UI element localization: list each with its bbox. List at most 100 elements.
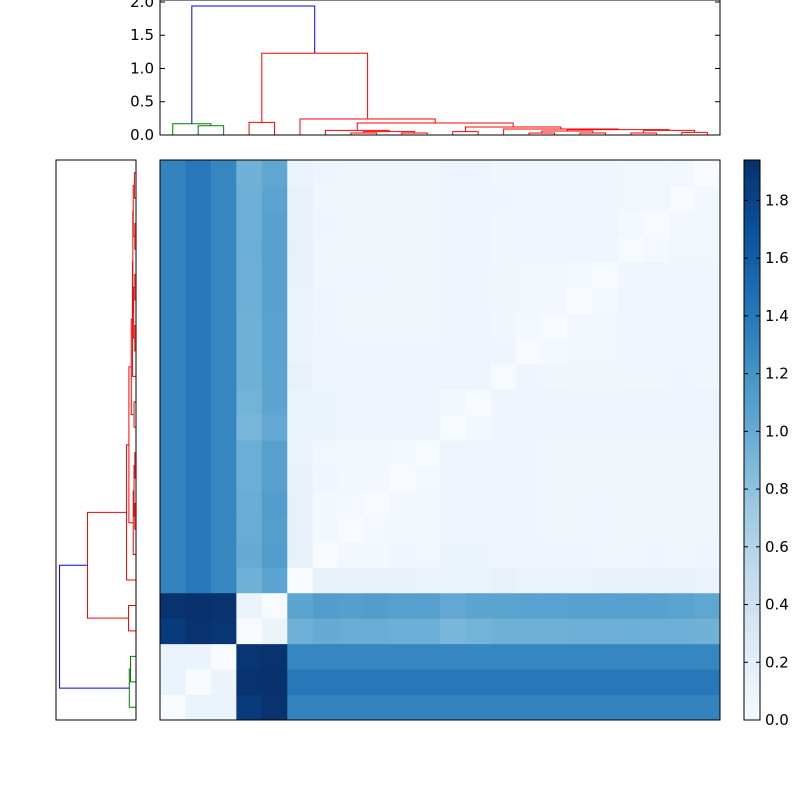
heatmap-cell <box>185 338 212 365</box>
heatmap-cell <box>236 363 263 390</box>
heatmap-cell <box>516 592 543 619</box>
dendrogram-link <box>128 604 136 632</box>
heatmap-cell <box>440 592 466 619</box>
heatmap-cell <box>541 160 568 186</box>
heatmap-cell <box>185 312 212 339</box>
heatmap-cell <box>210 312 237 339</box>
heatmap-cell <box>389 160 416 186</box>
heatmap-cell <box>236 567 263 594</box>
heatmap-cell <box>363 236 390 263</box>
heatmap-cell <box>312 541 339 568</box>
heatmap-cell <box>669 490 696 517</box>
heatmap-cell <box>567 567 594 594</box>
heatmap-cell <box>592 694 619 721</box>
heatmap-cell <box>338 669 365 696</box>
heatmap-cell <box>338 236 365 263</box>
colorbar-tick-label: 0.6 <box>765 538 789 556</box>
heatmap-cell <box>618 490 645 517</box>
heatmap-cell <box>414 414 441 441</box>
y-tick-label: 0.0 <box>130 126 154 144</box>
heatmap-cell <box>287 236 314 263</box>
heatmap-cell <box>236 592 263 619</box>
heatmap-cell <box>516 694 543 721</box>
heatmap-cell <box>490 643 517 670</box>
heatmap-cell <box>338 643 365 670</box>
heatmap-cell <box>516 414 543 441</box>
heatmap-cell <box>669 643 696 670</box>
heatmap-cell <box>541 414 568 441</box>
heatmap-cell <box>363 618 390 645</box>
heatmap-cell <box>440 389 466 416</box>
heatmap-cell <box>516 389 543 416</box>
heatmap-cell <box>185 567 212 594</box>
colorbar-tick-label: 0.4 <box>765 596 789 614</box>
heatmap-cell <box>236 643 263 670</box>
heatmap-cell <box>261 363 288 390</box>
dendrogram-link <box>191 5 316 124</box>
heatmap-cell <box>338 541 365 568</box>
heatmap-cell <box>643 669 670 696</box>
heatmap-cell <box>312 669 339 696</box>
heatmap-cell <box>363 567 390 594</box>
heatmap-cell <box>236 541 263 568</box>
heatmap-cell <box>389 261 416 288</box>
heatmap-cell <box>592 185 619 212</box>
heatmap-cell <box>490 414 517 441</box>
heatmap-cell <box>338 618 365 645</box>
heatmap-cell <box>541 210 568 237</box>
heatmap-cell <box>694 541 721 568</box>
heatmap-cell <box>516 541 543 568</box>
heatmap-cell <box>694 389 721 416</box>
heatmap-cell <box>440 490 466 517</box>
heatmap-cell <box>312 363 339 390</box>
heatmap-cell <box>414 210 441 237</box>
heatmap-cell <box>694 210 721 237</box>
heatmap-cell <box>592 389 619 416</box>
heatmap-cell <box>440 414 466 441</box>
heatmap-cell <box>643 210 670 237</box>
heatmap-cell <box>465 210 492 237</box>
heatmap-cell <box>389 516 416 543</box>
heatmap-cell <box>541 236 568 263</box>
heatmap-cell <box>287 440 314 466</box>
heatmap-cell <box>287 338 314 365</box>
heatmap-cell <box>210 338 237 365</box>
heatmap-cell <box>541 643 568 670</box>
heatmap-cell <box>440 669 466 696</box>
heatmap-cell <box>414 516 441 543</box>
heatmap-cell <box>236 185 263 212</box>
heatmap-cell <box>185 261 212 288</box>
heatmap-cell <box>312 338 339 365</box>
heatmap-cell <box>465 567 492 594</box>
heatmap-cell <box>618 541 645 568</box>
heatmap-cell <box>516 287 543 314</box>
heatmap-cell <box>694 465 721 492</box>
heatmap-cell <box>440 261 466 288</box>
heatmap-cell <box>669 414 696 441</box>
heatmap-cell <box>567 440 594 466</box>
heatmap-frame <box>159 159 721 721</box>
heatmap-cell <box>160 236 186 263</box>
heatmap-cell <box>312 414 339 441</box>
heatmap-cell <box>516 440 543 466</box>
heatmap-cell <box>541 261 568 288</box>
heatmap-cell <box>490 210 517 237</box>
heatmap-cell <box>287 210 314 237</box>
heatmap-cell <box>389 236 416 263</box>
heatmap-cell <box>210 490 237 517</box>
heatmap-cell <box>465 312 492 339</box>
heatmap-cell <box>694 338 721 365</box>
heatmap-cell <box>516 185 543 212</box>
heatmap-cell <box>414 669 441 696</box>
heatmap-cell <box>490 389 517 416</box>
heatmap-cell <box>312 261 339 288</box>
heatmap-cell <box>236 618 263 645</box>
heatmap-cell <box>414 287 441 314</box>
heatmap-cell <box>414 541 441 568</box>
heatmap-cell <box>490 669 517 696</box>
heatmap-cell <box>363 541 390 568</box>
heatmap-cell <box>694 592 721 619</box>
heatmap-cell <box>287 541 314 568</box>
heatmap-cell <box>261 261 288 288</box>
heatmap-cell <box>592 287 619 314</box>
